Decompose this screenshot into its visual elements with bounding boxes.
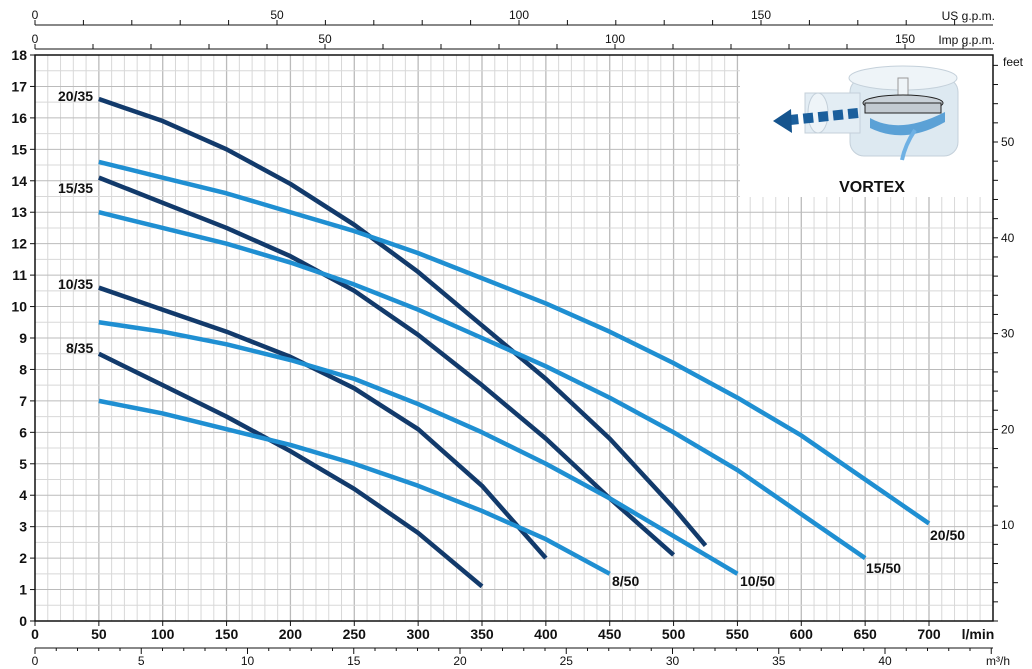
imp_gpm-tick-label: 0: [32, 32, 39, 46]
series-label-20-35: 20/35: [58, 88, 93, 104]
y-tick-label: 3: [19, 519, 27, 535]
y-tick-label: 12: [11, 236, 27, 252]
us_gpm-tick-label: 100: [509, 8, 529, 22]
series-label-8-50: 8/50: [612, 573, 639, 589]
y-tick-label: 15: [11, 141, 27, 157]
us_gpm-tick-label: 50: [270, 8, 284, 22]
x-tick-label: 700: [917, 626, 941, 642]
series-line-10-50: [98, 320, 739, 576]
x-tick-label: 0: [31, 626, 39, 642]
m3h-tick-label: 40: [878, 654, 892, 668]
series-line-10-35: [98, 285, 548, 560]
series-line-8-50: [98, 398, 611, 576]
series-label-8-35: 8/35: [66, 340, 93, 356]
us_gpm-tick-label: 0: [32, 8, 39, 22]
x-tick-label: 300: [406, 626, 430, 642]
feet-axis-label: feet: [1003, 55, 1024, 69]
m3h-axis-label: m³/h: [986, 654, 1010, 668]
y-tick-label: 2: [19, 550, 27, 566]
x-tick-label: 350: [470, 626, 494, 642]
y-tick-label: 18: [11, 47, 27, 63]
y-tick-label: 0: [19, 613, 27, 629]
series-line-15-35: [98, 175, 676, 557]
series-line-8-35: [97, 351, 484, 589]
x-tick-label: 250: [343, 626, 367, 642]
m3h-tick-label: 35: [772, 654, 786, 668]
x-tick-label: 600: [790, 626, 814, 642]
y-tick-label: 7: [19, 393, 27, 409]
imp_gpm-tick-label: 50: [318, 32, 332, 46]
y-tick-label: 14: [11, 173, 27, 189]
x-tick-label: 500: [662, 626, 686, 642]
x-tick-label: 150: [215, 626, 239, 642]
x-tick-label: 400: [534, 626, 558, 642]
m3h-tick-label: 25: [560, 654, 574, 668]
x-tick-label: 100: [151, 626, 175, 642]
vortex-impeller-illustration: [773, 65, 959, 161]
feet-tick-label: 10: [1001, 518, 1015, 532]
vortex-label: VORTEX: [839, 179, 905, 196]
m3h-tick-label: 15: [347, 654, 361, 668]
m3h-tick-label: 0: [32, 654, 39, 668]
series-line-20-35: [98, 96, 708, 547]
x-tick-label: 450: [598, 626, 622, 642]
feet-tick-label: 50: [1001, 135, 1015, 149]
y-tick-label: 10: [11, 299, 27, 315]
us_gpm-tick-label: 150: [751, 8, 771, 22]
series-line-20-50: [98, 159, 931, 526]
us_gpm-axis-label: US g.p.m.: [942, 9, 995, 23]
feet-tick-label: 40: [1001, 231, 1015, 245]
y-tick-label: 1: [19, 582, 27, 598]
y-tick-label: 9: [19, 330, 27, 346]
y-tick-label: 6: [19, 424, 27, 440]
y-tick-label: 16: [11, 110, 27, 126]
x-tick-label: 650: [853, 626, 877, 642]
m3h-tick-label: 20: [453, 654, 467, 668]
m3h-tick-label: 5: [138, 654, 145, 668]
imp_gpm-axis-label: Imp g.p.m.: [938, 33, 995, 47]
x-tick-label: 50: [91, 626, 107, 642]
m3h-tick-label: 30: [666, 654, 680, 668]
y-tick-label: 13: [11, 204, 27, 220]
y-tick-label: 5: [19, 456, 27, 472]
x-tick-label: 200: [279, 626, 303, 642]
series-label-10-35: 10/35: [58, 276, 93, 292]
y-tick-label: 8: [19, 361, 27, 377]
m3h-tick-label: 10: [241, 654, 255, 668]
x-axis-label: l/min: [962, 626, 995, 642]
feet-tick-label: 20: [1001, 422, 1015, 436]
series-label-10-50: 10/50: [740, 573, 775, 589]
y-tick-label: 4: [19, 487, 27, 503]
series-label-15-35: 15/35: [58, 180, 93, 196]
series-label-15-50: 15/50: [866, 560, 901, 576]
series-line-15-50: [98, 210, 867, 560]
imp_gpm-tick-label: 100: [605, 32, 625, 46]
x-tick-label: 550: [726, 626, 750, 642]
y-tick-label: 17: [11, 78, 27, 94]
y-tick-label: 11: [12, 267, 27, 283]
series-label-20-50: 20/50: [930, 527, 965, 543]
imp_gpm-tick-label: 150: [895, 32, 915, 46]
feet-tick-label: 30: [1001, 327, 1015, 341]
